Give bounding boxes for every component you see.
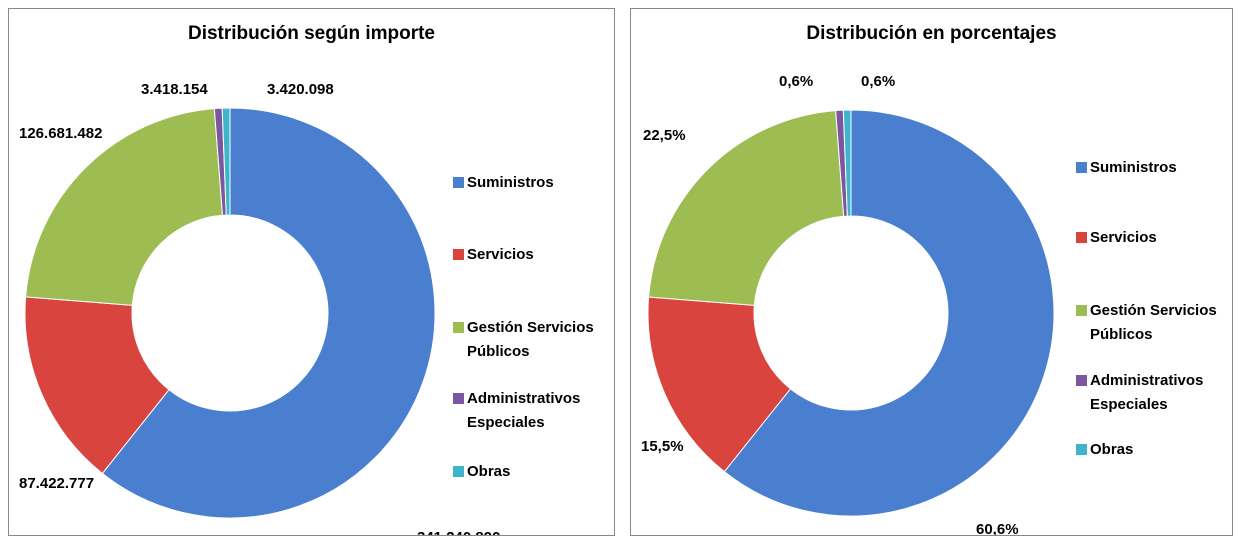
- legend-label: Servicios: [467, 246, 534, 263]
- legend-label: Suministros: [467, 174, 554, 191]
- chart-title: Distribución en porcentajes: [806, 23, 1057, 44]
- legend-swatch: [453, 393, 464, 404]
- donut-slice: [24, 296, 170, 475]
- donut-slice: [647, 296, 792, 473]
- legend-label: Administrativos Especiales: [467, 390, 581, 431]
- chart: [24, 107, 464, 519]
- data-label: 3.418.154: [141, 81, 208, 98]
- chart: [647, 109, 1087, 517]
- data-label: 126.681.482: [19, 125, 103, 142]
- legend-swatch: [1076, 305, 1087, 316]
- chart-panel: Distribución según importe 341.240.890 Sum…: [8, 8, 615, 536]
- data-label: 3.420.098: [267, 81, 334, 98]
- legend-label: Obras: [467, 463, 511, 480]
- data-label: 22,5%: [643, 127, 686, 144]
- data-label: 0,6%: [779, 73, 814, 90]
- legend-swatch: [1076, 162, 1087, 173]
- donut-slice: [842, 109, 852, 217]
- donut-slice: [101, 107, 436, 519]
- donut-slice: [648, 110, 845, 306]
- chart-panel: Distribución en porcentajes 60,6% Suminist…: [630, 8, 1233, 536]
- chart-title: Distribución según importe: [187, 23, 436, 44]
- data-label: 15,5%: [641, 438, 684, 455]
- legend-swatch: [453, 177, 464, 188]
- legend-swatch: [453, 322, 464, 333]
- legend-label: Obras: [1090, 441, 1134, 458]
- legend-swatch: [453, 249, 464, 260]
- legend-label: Gestión Servicios Públicos: [467, 319, 594, 360]
- legend-swatch: [1076, 444, 1087, 455]
- data-label: 341.240.890: [417, 529, 500, 535]
- legend-label: Gestión Servicios Públicos: [1090, 302, 1217, 343]
- donut-slice: [25, 108, 224, 306]
- legend-label: Servicios: [1090, 229, 1157, 246]
- legend-swatch: [1076, 375, 1087, 386]
- legend-swatch: [453, 466, 464, 477]
- data-label: 0,6%: [861, 73, 896, 90]
- legend-label: Suministros: [1090, 159, 1177, 176]
- data-label: 87.422.777: [19, 475, 95, 492]
- data-label: 60,6%: [976, 521, 1019, 536]
- donut-slice: [221, 107, 231, 216]
- legend-swatch: [1076, 232, 1087, 243]
- donut-slice: [723, 109, 1055, 517]
- legend-label: Administrativos Especiales: [1090, 372, 1204, 413]
